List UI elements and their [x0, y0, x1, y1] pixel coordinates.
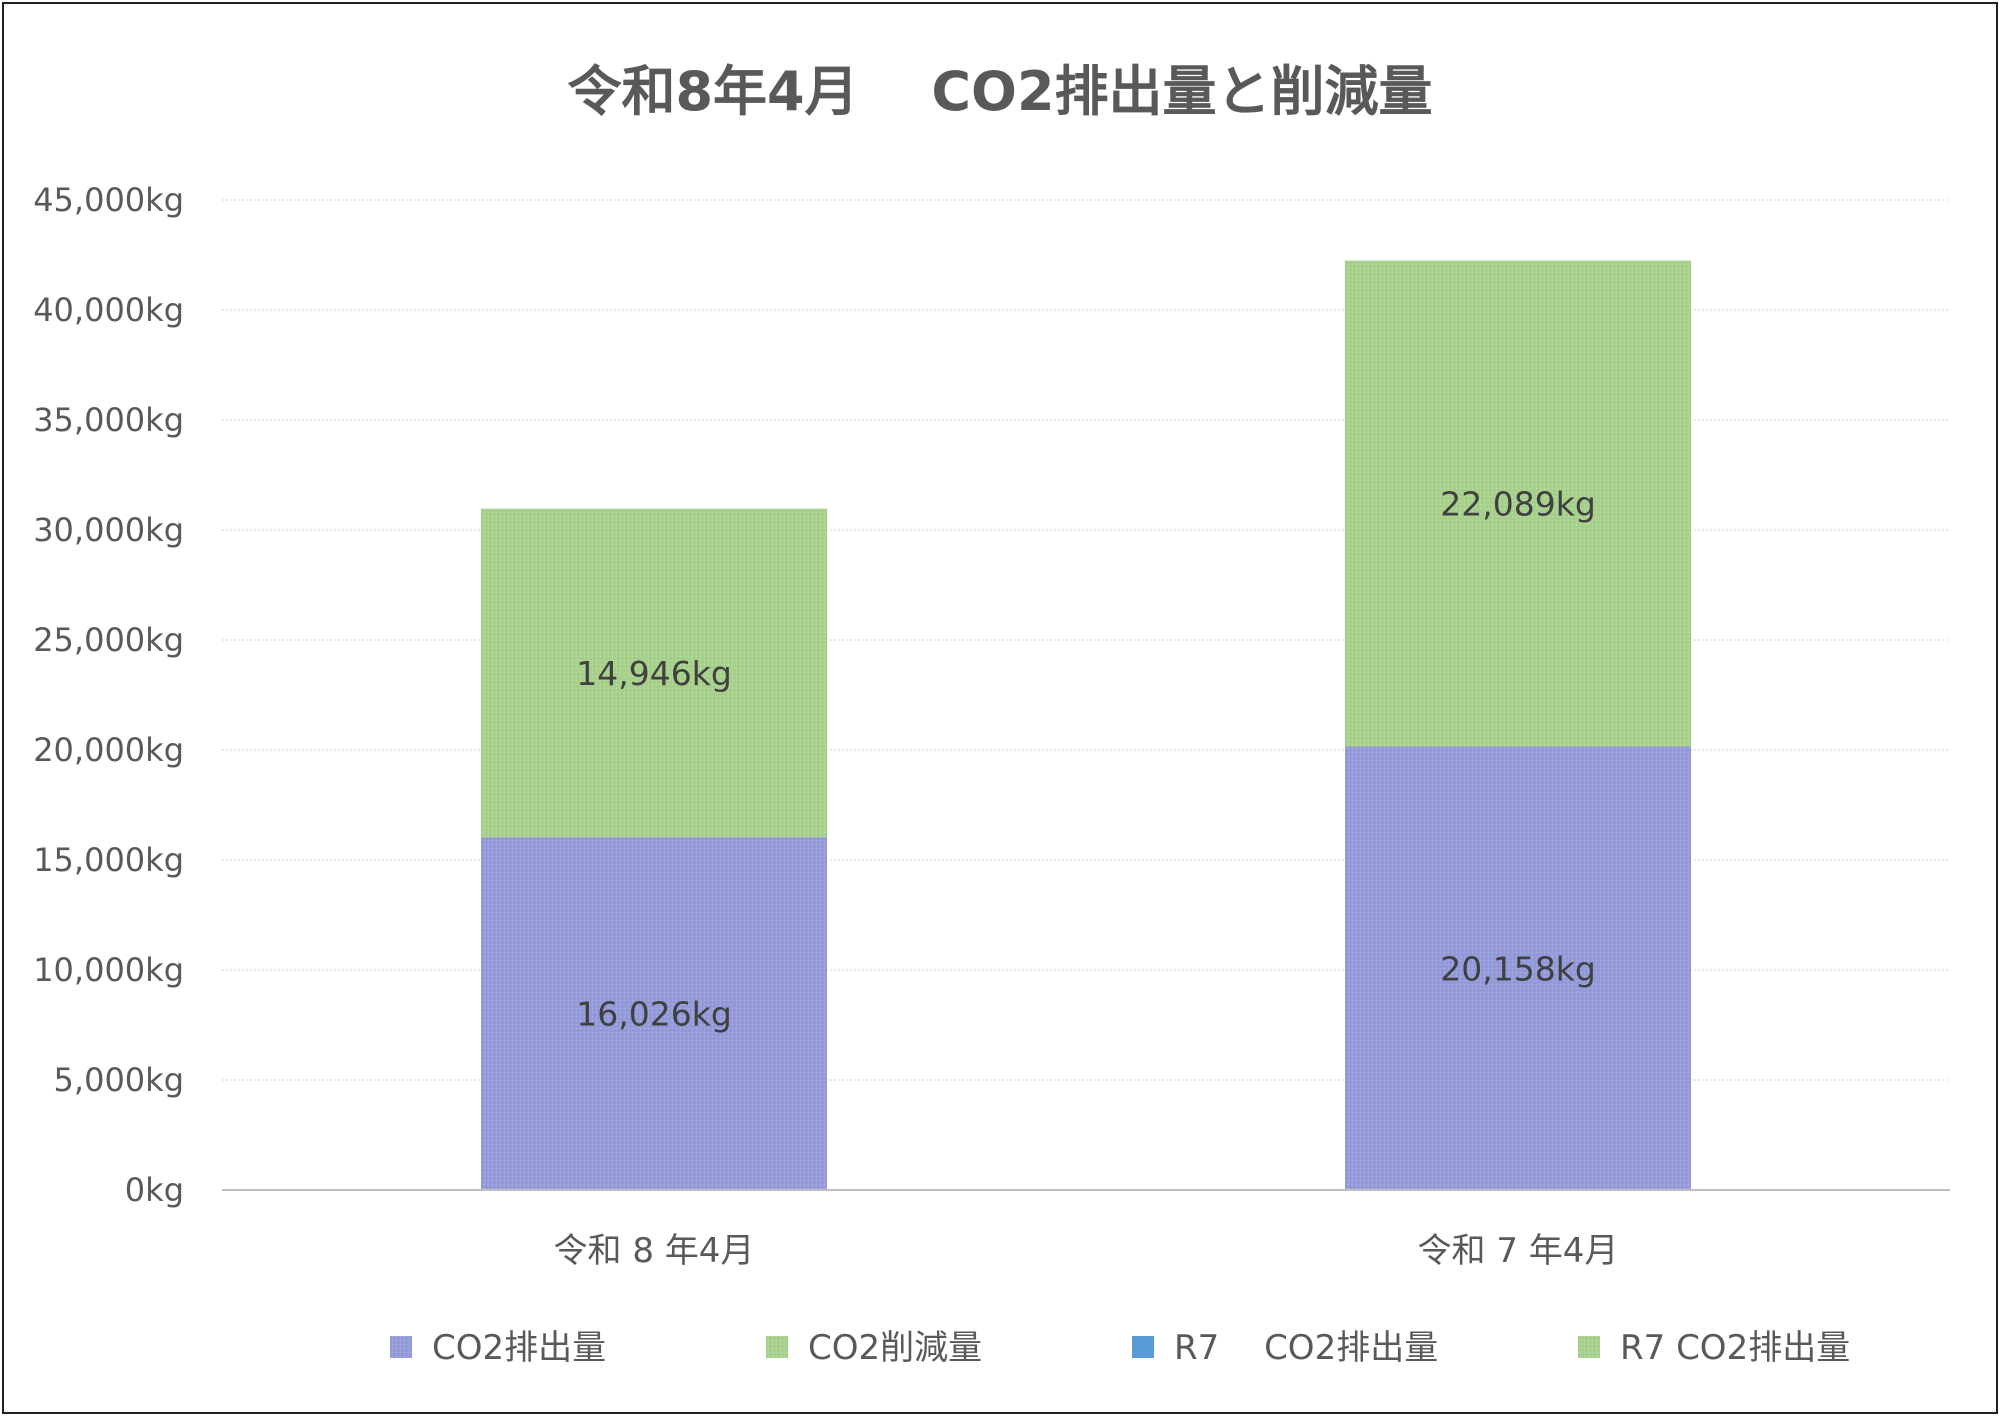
- y-tick-label: 35,000kg: [33, 401, 184, 439]
- y-tick-label: 0kg: [125, 1171, 184, 1209]
- legend-label: CO2削減量: [808, 1328, 982, 1368]
- legend-label: R7 CO2排出量: [1174, 1328, 1438, 1368]
- y-tick-label: 40,000kg: [33, 291, 184, 329]
- bar-segment: [1345, 260, 1691, 747]
- legend: CO2排出量 CO2削減量 R7 CO2排出量 R7 CO2排出量: [390, 1328, 1850, 1368]
- bars: [481, 260, 1691, 1190]
- y-tick-label: 5,000kg: [54, 1061, 184, 1099]
- y-tick-label: 10,000kg: [33, 951, 184, 989]
- data-label: 20,158kg: [1440, 949, 1596, 988]
- x-tick-label: 令和 8 年4月: [554, 1231, 755, 1271]
- y-tick-label: 15,000kg: [33, 841, 184, 879]
- x-axis-ticks: 令和 8 年4月 令和 7 年4月: [554, 1231, 1619, 1271]
- legend-label: CO2排出量: [432, 1328, 606, 1368]
- data-labels: 16,026kg 14,946kg 20,158kg 22,089kg: [576, 485, 1596, 1034]
- legend-swatch: [390, 1336, 412, 1358]
- bar-segment: [481, 508, 827, 838]
- y-tick-label: 45,000kg: [33, 181, 184, 219]
- data-label: 16,026kg: [576, 995, 732, 1034]
- y-tick-label: 20,000kg: [33, 731, 184, 769]
- legend-swatch: [1132, 1336, 1154, 1358]
- y-tick-label: 25,000kg: [33, 621, 184, 659]
- bar-segment: [481, 837, 827, 1190]
- legend-swatch: [766, 1336, 788, 1358]
- y-tick-label: 30,000kg: [33, 511, 184, 549]
- legend-label: R7 CO2排出量: [1620, 1328, 1850, 1368]
- chart-title: 令和8年4月 CO2排出量と削減量: [567, 60, 1432, 123]
- data-label: 14,946kg: [576, 654, 732, 693]
- y-axis-ticks: 0kg 5,000kg 10,000kg 15,000kg 20,000kg 25,000…: [33, 181, 184, 1209]
- stacked-bar-chart: 令和8年4月 CO2排出量と削減量 0kg 5,000kg 10,000kg 15,0…: [33, 60, 1950, 1368]
- data-label: 22,089kg: [1440, 485, 1596, 524]
- legend-swatch: [1578, 1336, 1600, 1358]
- x-tick-label: 令和 7 年4月: [1418, 1231, 1619, 1271]
- bar-segment: [1345, 746, 1691, 1190]
